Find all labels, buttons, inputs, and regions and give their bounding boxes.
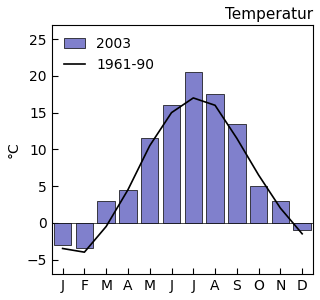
Y-axis label: °C: °C [7, 141, 21, 158]
Legend: 2003, 1961-90: 2003, 1961-90 [59, 32, 160, 77]
Bar [206, 94, 224, 223]
Bar [76, 223, 93, 248]
Bar [228, 124, 245, 223]
Bar [185, 72, 202, 223]
Bar [272, 201, 289, 223]
Bar [98, 201, 115, 223]
Bar [54, 223, 71, 245]
Text: Temperatur: Temperatur [225, 7, 313, 22]
Bar [250, 186, 267, 223]
Bar [119, 190, 137, 223]
Bar [163, 105, 180, 223]
Bar [293, 223, 311, 230]
Bar [141, 138, 158, 223]
